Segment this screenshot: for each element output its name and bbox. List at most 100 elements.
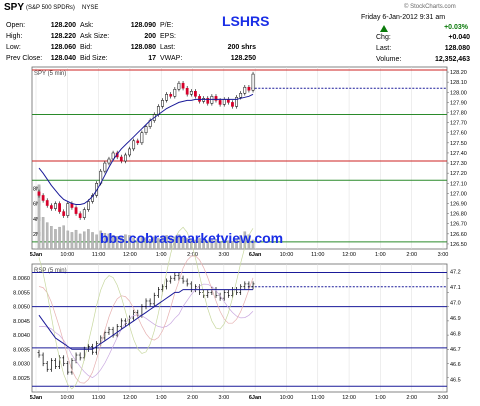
right-y-tick-label: 46.9 bbox=[450, 316, 461, 322]
annotation-text: LSHRS bbox=[222, 13, 270, 29]
volume-bar bbox=[144, 237, 148, 250]
quote-mid2-row: Last: 200 shrs bbox=[160, 44, 256, 55]
y-tick-label: 127.80 bbox=[450, 111, 467, 117]
quote-right-value: +0.040 bbox=[448, 34, 470, 41]
right-y-tick-label: 47.1 bbox=[450, 285, 461, 291]
volume-bar bbox=[115, 236, 119, 250]
y-tick-label: 127.70 bbox=[450, 121, 467, 127]
quote-left-label: Open: bbox=[6, 22, 26, 29]
candle bbox=[140, 132, 144, 144]
quote-left-row: Low: 128.060 bbox=[6, 44, 76, 55]
watermark: bbs.cobrasmarketview.com bbox=[100, 230, 283, 246]
volume-bar bbox=[161, 236, 164, 250]
quote-mid-value: 200 bbox=[144, 33, 156, 40]
volume-tick-label: 8M bbox=[33, 187, 41, 193]
candle bbox=[198, 96, 201, 102]
volume-bar bbox=[235, 239, 238, 250]
y-tick-label: 8.0050 bbox=[13, 305, 30, 311]
plot-frame bbox=[31, 263, 448, 393]
volume-bar bbox=[128, 235, 131, 250]
candle bbox=[124, 154, 127, 162]
price-panel: SPY (5 min) 5Jan 10:00 11:00 12:00 1:00 2:00 3:… bbox=[30, 66, 467, 258]
x-tick-label: 10:00 bbox=[60, 395, 74, 401]
exchange: NYSE bbox=[82, 5, 99, 11]
volume-bar bbox=[120, 236, 123, 250]
candle bbox=[185, 87, 189, 95]
candle bbox=[41, 195, 45, 201]
quote-left-row: Prev Close: 128.040 bbox=[6, 55, 76, 66]
x-tick-label: 1:00 bbox=[156, 252, 167, 258]
moving-average-line bbox=[38, 289, 253, 350]
candle bbox=[222, 99, 226, 105]
candle bbox=[82, 209, 86, 218]
quote-right-row: Last: 128.080 bbox=[376, 45, 470, 56]
quote-mid-value: 128.090 bbox=[130, 22, 156, 29]
candle bbox=[54, 203, 57, 209]
datetime: Friday 6-Jan-2012 9:31 am bbox=[361, 14, 446, 21]
x-tick-label: 10:00 bbox=[60, 252, 74, 258]
y-tick-label: 8.0030 bbox=[13, 362, 30, 368]
y-tick-label: 8.0060 bbox=[13, 276, 30, 282]
candle bbox=[37, 191, 41, 196]
volume-bar bbox=[62, 225, 65, 250]
quote-fields-mid2: P/E: EPS: Last: 200 shrs VWAP: 128.250 bbox=[160, 22, 256, 66]
candle bbox=[247, 86, 251, 91]
candle bbox=[161, 100, 164, 107]
candle bbox=[103, 162, 107, 172]
candle bbox=[119, 156, 123, 162]
x-tick-label: 12:00 bbox=[123, 395, 137, 401]
candle bbox=[58, 203, 61, 212]
candle bbox=[49, 205, 53, 209]
quote-mid-value: 128.080 bbox=[130, 44, 156, 51]
right-y-tick-label: 46.7 bbox=[450, 347, 461, 353]
volume-bar bbox=[70, 232, 74, 250]
volume-bar bbox=[181, 237, 185, 250]
quote-right-label: Volume: bbox=[376, 56, 402, 63]
right-y-tick-label: 47.2 bbox=[450, 270, 461, 276]
quote-left-label: Prev Close: bbox=[6, 55, 43, 62]
volume-bar bbox=[91, 232, 94, 250]
y-tick-label: 8.0045 bbox=[13, 319, 30, 325]
volume-bar bbox=[41, 217, 45, 250]
x-tick-label: 11:00 bbox=[311, 395, 324, 401]
quote-right-label: Chg: bbox=[376, 34, 391, 41]
x-tick-label: 11:00 bbox=[92, 252, 105, 258]
quote-left-value: 128.060 bbox=[50, 44, 76, 51]
volume-bar bbox=[78, 233, 82, 250]
x-tick-label: 6Jan bbox=[249, 252, 262, 258]
y-tick-label: 128.10 bbox=[450, 80, 467, 86]
volume-bar bbox=[103, 232, 107, 250]
candle bbox=[243, 86, 247, 94]
x-tick-label: 2:00 bbox=[406, 395, 417, 401]
quote-right-value: 128.080 bbox=[444, 45, 470, 52]
x-tick-label: 3:00 bbox=[438, 252, 449, 258]
pct-change: +0.03% bbox=[444, 24, 468, 31]
candle bbox=[214, 96, 218, 101]
y-tick-label: 8.0025 bbox=[13, 376, 30, 382]
candle bbox=[111, 152, 115, 160]
quote-right-label: Last: bbox=[376, 45, 392, 52]
volume-bar bbox=[82, 231, 86, 250]
candle bbox=[66, 203, 70, 216]
x-tick-label: 2:00 bbox=[406, 252, 417, 258]
x-tick-label: 11:00 bbox=[311, 252, 324, 258]
y-tick-label: 126.60 bbox=[450, 232, 467, 238]
volume-bar bbox=[152, 236, 156, 250]
candle bbox=[87, 201, 90, 210]
quote-right-row: Chg: +0.040 bbox=[376, 34, 470, 45]
panel-title: SPY (5 min) bbox=[34, 71, 66, 77]
symbol-description: (S&P 500 SPDRs) bbox=[26, 5, 75, 11]
quote-mid2-value: 200 shrs bbox=[227, 44, 256, 51]
x-tick-label: 10:00 bbox=[280, 252, 294, 258]
brand: © StockCharts.com bbox=[404, 4, 456, 10]
x-tick-label: 5Jan bbox=[30, 395, 43, 401]
volume-bar bbox=[251, 239, 255, 250]
y-tick-label: 126.70 bbox=[450, 222, 467, 228]
candle bbox=[218, 100, 222, 105]
volume-bar bbox=[95, 234, 98, 250]
quote-mid-row: Bid: 128.080 bbox=[80, 44, 156, 55]
x-tick-label: 1:00 bbox=[375, 252, 386, 258]
volume-bar bbox=[210, 239, 214, 250]
candle bbox=[169, 94, 173, 97]
quote-left-row: High: 128.220 bbox=[6, 33, 76, 44]
